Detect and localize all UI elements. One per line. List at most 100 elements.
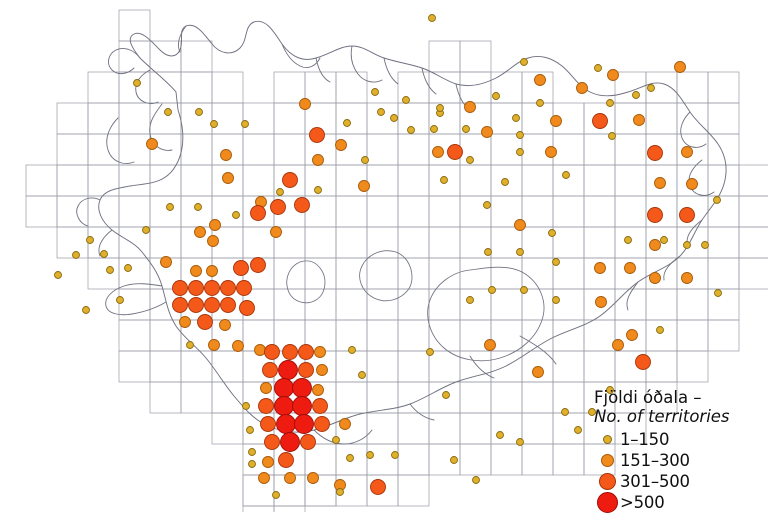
territory-symbol bbox=[681, 146, 693, 158]
territory-symbol bbox=[606, 386, 614, 394]
territory-symbol bbox=[426, 348, 434, 356]
territory-symbol bbox=[607, 69, 619, 81]
territory-symbol bbox=[188, 297, 204, 313]
territory-symbol bbox=[606, 99, 614, 107]
territory-symbol bbox=[466, 296, 474, 304]
territory-symbol bbox=[72, 251, 80, 259]
territory-symbols-layer bbox=[54, 14, 722, 499]
territory-symbol bbox=[391, 451, 399, 459]
territory-symbol bbox=[233, 260, 249, 276]
territory-symbol bbox=[278, 452, 294, 468]
territory-symbol bbox=[713, 196, 721, 204]
territory-symbol bbox=[282, 172, 298, 188]
territory-symbol bbox=[462, 125, 470, 133]
territory-symbol bbox=[442, 391, 450, 399]
territory-symbol bbox=[314, 346, 326, 358]
coastline-layer bbox=[76, 20, 727, 445]
territory-symbol bbox=[197, 314, 213, 330]
territory-symbol bbox=[632, 91, 640, 99]
territory-symbol bbox=[576, 82, 588, 94]
territory-symbol bbox=[195, 108, 203, 116]
legend-row: 301–500 bbox=[594, 471, 762, 492]
territory-symbol bbox=[179, 316, 191, 328]
territory-symbol bbox=[258, 472, 270, 484]
territory-symbol bbox=[552, 296, 560, 304]
territory-symbol bbox=[299, 98, 311, 110]
territory-symbol bbox=[390, 114, 398, 122]
territory-symbol bbox=[552, 258, 560, 266]
territory-symbol bbox=[276, 414, 296, 434]
legend-label: 301–500 bbox=[620, 472, 690, 491]
territory-symbol bbox=[562, 171, 570, 179]
territory-symbol bbox=[312, 384, 324, 396]
legend-row: >500 bbox=[594, 492, 762, 513]
territory-symbol bbox=[316, 364, 328, 376]
territory-symbol bbox=[146, 138, 158, 150]
grid-layer bbox=[25, 9, 768, 512]
territory-symbol bbox=[194, 203, 202, 211]
territory-symbol bbox=[633, 114, 645, 126]
territory-symbol bbox=[464, 101, 476, 113]
territory-symbol bbox=[292, 378, 312, 398]
territory-symbol bbox=[370, 479, 386, 495]
territory-symbol bbox=[428, 14, 436, 22]
territory-symbol bbox=[336, 488, 344, 496]
territory-symbol bbox=[681, 272, 693, 284]
territory-symbol bbox=[574, 426, 582, 434]
territory-symbol bbox=[190, 265, 202, 277]
territory-symbol bbox=[232, 340, 244, 352]
territory-symbol bbox=[588, 408, 596, 416]
territory-symbol bbox=[239, 300, 255, 316]
legend-title-en: No. of territories bbox=[594, 407, 730, 426]
territory-symbol bbox=[294, 414, 314, 434]
legend-row: 151–300 bbox=[594, 450, 762, 471]
territory-symbol bbox=[701, 241, 709, 249]
territory-symbol bbox=[595, 296, 607, 308]
territory-symbol bbox=[86, 236, 94, 244]
territory-symbol bbox=[246, 426, 254, 434]
territory-symbol bbox=[236, 280, 252, 296]
territory-symbol bbox=[348, 346, 356, 354]
territory-symbol bbox=[339, 418, 351, 430]
legend-symbol-icon bbox=[594, 473, 620, 490]
legend: Fjöldi óðala – No. of territories 1–150 1… bbox=[594, 388, 762, 513]
territory-symbol bbox=[100, 250, 108, 258]
territory-symbol bbox=[204, 280, 220, 296]
territory-symbol bbox=[407, 126, 415, 134]
territory-symbol bbox=[649, 239, 661, 251]
territory-symbol bbox=[624, 262, 636, 274]
territory-symbol bbox=[250, 205, 266, 221]
territory-symbol bbox=[516, 438, 524, 446]
territory-symbol bbox=[172, 280, 188, 296]
territory-symbol bbox=[514, 219, 526, 231]
territory-symbol bbox=[686, 178, 698, 190]
territory-symbol bbox=[298, 344, 314, 360]
legend-label: 1–150 bbox=[620, 430, 670, 449]
territory-symbol bbox=[312, 398, 328, 414]
territory-symbol bbox=[624, 236, 632, 244]
territory-symbol bbox=[488, 286, 496, 294]
territory-symbol bbox=[207, 235, 219, 247]
territory-symbol bbox=[194, 226, 206, 238]
territory-symbol bbox=[209, 219, 221, 231]
legend-symbol-icon bbox=[594, 454, 620, 467]
territory-symbol bbox=[278, 360, 298, 380]
territory-symbol bbox=[298, 362, 314, 378]
territory-symbol bbox=[512, 114, 520, 122]
territory-symbol bbox=[626, 329, 638, 341]
territory-symbol bbox=[358, 371, 366, 379]
territory-symbol bbox=[536, 99, 544, 107]
territory-symbol bbox=[647, 207, 663, 223]
territory-symbol bbox=[248, 460, 256, 468]
territory-symbol bbox=[54, 271, 62, 279]
territory-symbol bbox=[264, 344, 280, 360]
territory-symbol bbox=[366, 451, 374, 459]
territory-symbol bbox=[219, 319, 231, 331]
territory-symbol bbox=[532, 366, 544, 378]
territory-symbol bbox=[307, 472, 319, 484]
territory-symbol bbox=[679, 207, 695, 223]
territory-symbol bbox=[332, 436, 340, 444]
territory-symbol bbox=[612, 339, 624, 351]
